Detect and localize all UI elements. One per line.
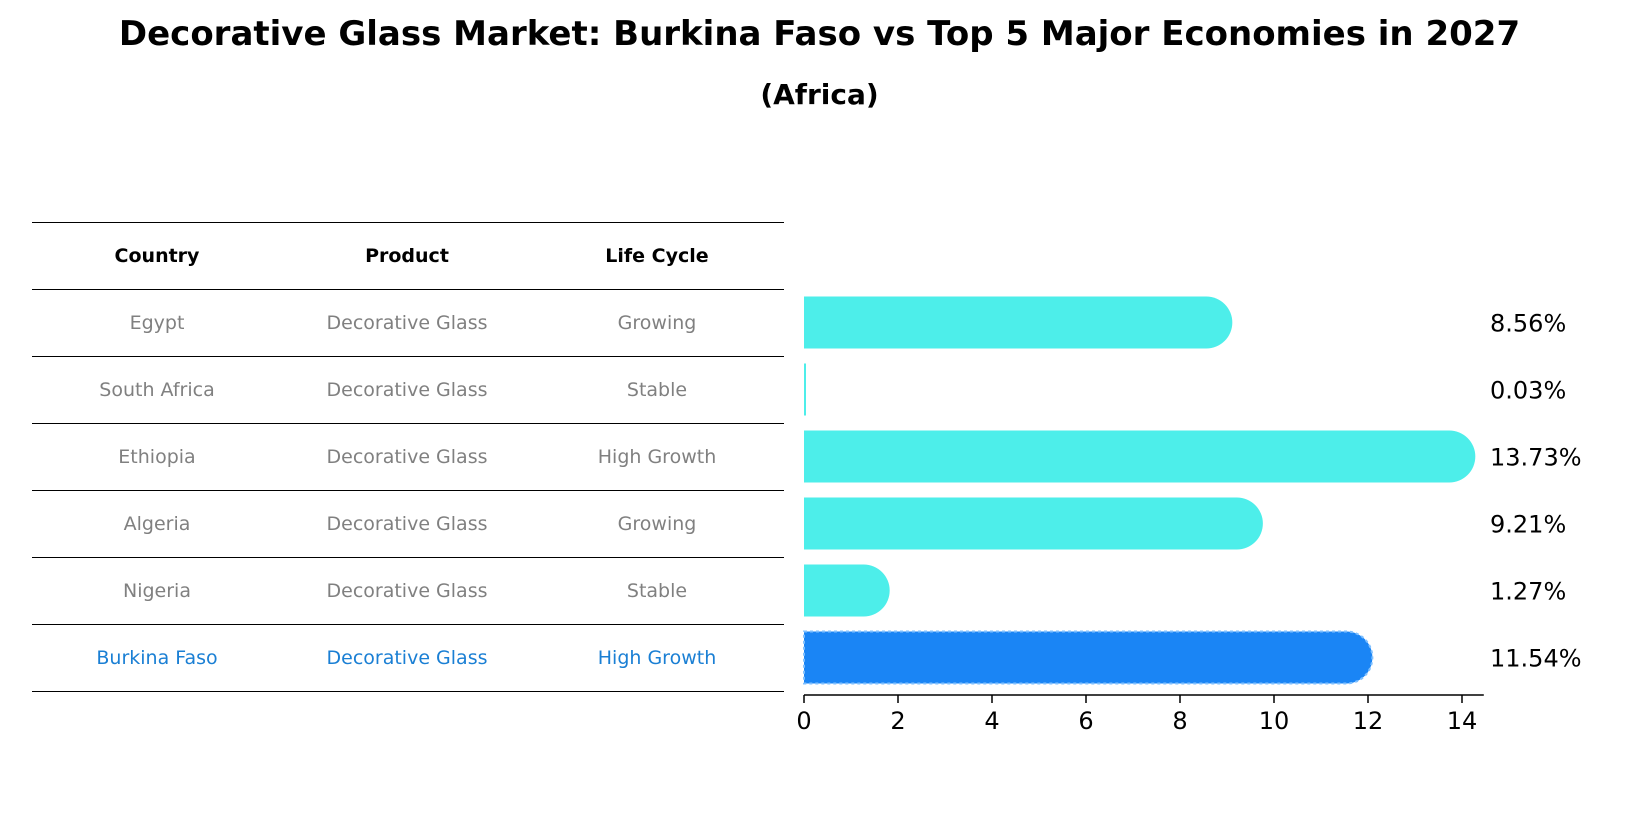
bar-nigeria: [804, 564, 890, 617]
bar-algeria: [804, 497, 1263, 550]
value-label-burkina-faso: 11.54%: [1490, 645, 1582, 673]
cell-life-cycle: Growing: [617, 312, 697, 334]
table-row: Algeria Decorative Glass Growing: [32, 491, 784, 557]
cell-country: Ethiopia: [118, 446, 196, 468]
cell-product: Decorative Glass: [326, 580, 488, 602]
value-label-algeria: 9.21%: [1490, 511, 1566, 539]
table-header-row: Country Product Life Cycle: [32, 223, 784, 289]
cell-product: Decorative Glass: [326, 312, 488, 334]
table-row: Ethiopia Decorative Glass High Growth: [32, 424, 784, 490]
cell-life-cycle: Stable: [626, 379, 688, 401]
cell-country: Burkina Faso: [96, 647, 218, 669]
chart-subtitle: (Africa): [760, 78, 879, 111]
value-labels-group: 8.56% 0.03% 13.73% 9.21% 1.27% 11.54%: [1490, 310, 1582, 673]
x-tick-label: 12: [1353, 707, 1384, 735]
cell-country: Nigeria: [123, 580, 191, 602]
table-rule: [32, 222, 784, 223]
cell-country: Algeria: [123, 513, 191, 535]
cell-life-cycle: Stable: [626, 580, 688, 602]
table-rule: [32, 557, 784, 558]
data-table: Country Product Life Cycle Egypt Decorat…: [32, 222, 784, 692]
x-tick-label: 4: [984, 707, 999, 735]
value-label-south-africa: 0.03%: [1490, 377, 1566, 405]
bar-south-africa: [804, 363, 806, 416]
x-tick-label: 0: [796, 707, 811, 735]
cell-life-cycle: Growing: [617, 513, 697, 535]
cell-life-cycle: High Growth: [597, 647, 717, 669]
cell-product: Decorative Glass: [326, 647, 488, 669]
cell-country: South Africa: [99, 379, 215, 401]
table-row: Nigeria Decorative Glass Stable: [32, 558, 784, 624]
cell-country: Egypt: [129, 312, 185, 334]
x-tick-label: 10: [1259, 707, 1290, 735]
x-tick-label: 2: [890, 707, 905, 735]
value-label-ethiopia: 13.73%: [1490, 444, 1582, 472]
table-row: South Africa Decorative Glass Stable: [32, 357, 784, 423]
table-rule: [32, 691, 784, 692]
bars-group: [803, 296, 1476, 685]
bar-burkina-faso: [803, 630, 1374, 685]
value-label-nigeria: 1.27%: [1490, 578, 1566, 606]
value-label-egypt: 8.56%: [1490, 310, 1566, 338]
cell-product: Decorative Glass: [326, 513, 488, 535]
table-row-highlighted: Burkina Faso Decorative Glass High Growt…: [32, 625, 784, 691]
cell-life-cycle: High Growth: [597, 446, 717, 468]
header-life-cycle: Life Cycle: [605, 245, 709, 267]
table-rule: [32, 490, 784, 491]
cell-product: Decorative Glass: [326, 446, 488, 468]
table-rule: [32, 624, 784, 625]
x-tick-label: 6: [1078, 707, 1093, 735]
table-row: Egypt Decorative Glass Growing: [32, 290, 784, 356]
x-tick-label: 14: [1447, 707, 1478, 735]
x-axis: 0 2 4 6 8 10 12 14: [796, 694, 1484, 735]
bar-ethiopia: [804, 430, 1476, 483]
header-country: Country: [114, 245, 200, 267]
table-rule: [32, 356, 784, 357]
x-tick-label: 8: [1172, 707, 1187, 735]
bar-egypt: [804, 296, 1233, 349]
chart-title: Decorative Glass Market: Burkina Faso vs…: [118, 14, 1521, 54]
table-rule: [32, 289, 784, 290]
header-product: Product: [365, 245, 449, 267]
cell-product: Decorative Glass: [326, 379, 488, 401]
table-rule: [32, 423, 784, 424]
